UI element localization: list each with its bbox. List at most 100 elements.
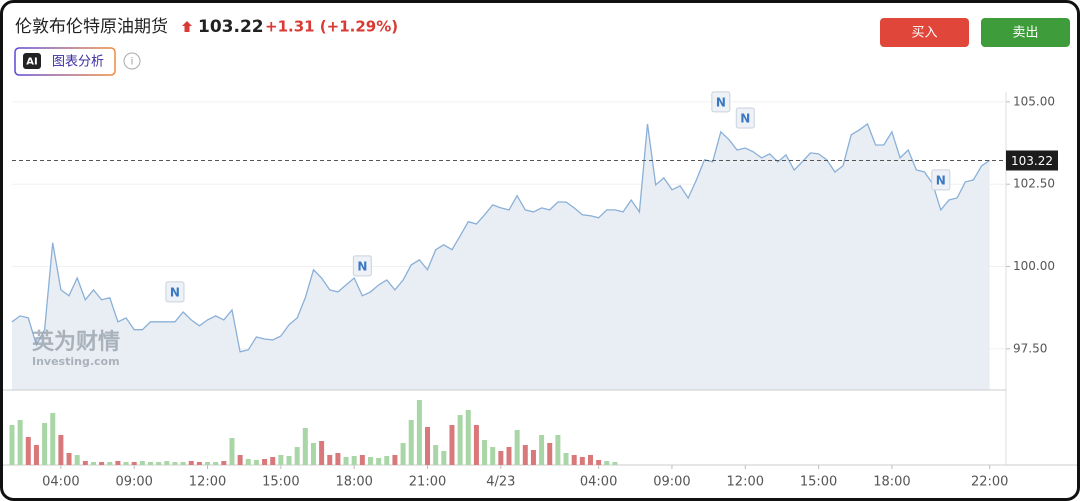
last-price-box <box>1006 150 1058 171</box>
volume-bar <box>457 415 463 465</box>
volume-bar <box>148 462 154 465</box>
volume-bar <box>416 400 422 465</box>
volume-bar <box>587 455 593 465</box>
volume-bar <box>351 456 357 465</box>
sell-button[interactable] <box>981 18 1070 47</box>
info-icon-glyph: i <box>131 57 134 68</box>
volume-bar <box>115 461 121 465</box>
x-tick-label: 4/23 <box>486 475 515 490</box>
x-tick-label: 18:00 <box>873 475 910 490</box>
volume-bar <box>270 457 276 465</box>
volume-bar <box>294 447 300 465</box>
volume-bar <box>473 425 479 465</box>
volume-bar <box>66 453 72 465</box>
area <box>12 123 990 391</box>
volume-bar <box>555 435 561 465</box>
ai-badge: AI <box>26 57 37 68</box>
volume-bar <box>164 461 170 465</box>
volume-bar <box>180 462 186 465</box>
news-label: N <box>740 111 750 125</box>
volume-bar <box>359 455 365 465</box>
volume-bar <box>188 461 194 465</box>
volume-bar <box>376 458 382 465</box>
volume-bar <box>253 460 259 465</box>
volume-bar <box>42 423 48 465</box>
volume-bar <box>302 428 308 465</box>
price-line <box>11 122 991 353</box>
news-label: N <box>170 285 180 299</box>
volume-bar <box>262 459 268 465</box>
news-label: N <box>716 95 726 109</box>
x-tick-label: 15:00 <box>800 475 837 490</box>
volume-bar <box>196 462 202 465</box>
watermark-cn: 英为财情 <box>32 329 120 355</box>
volume-bar <box>514 430 520 465</box>
news-label: N <box>936 173 946 187</box>
volume-bar <box>156 462 162 465</box>
volume-bar <box>90 462 96 465</box>
volume-bar <box>408 420 414 465</box>
volume-bar <box>392 455 398 465</box>
plot: 97.50 100.00 102.50 105.00 04:00 09:00 12:00 15… <box>3 91 1077 490</box>
volume-bar <box>539 435 545 465</box>
y-tick-label: 105.00 <box>1013 94 1055 108</box>
volume-bar <box>33 445 39 465</box>
change: +1.31 (+1.29%) <box>265 18 398 36</box>
volume-bar <box>604 461 610 465</box>
last-price-label: 103.22 <box>1011 154 1053 168</box>
x-tick-label: 12:00 <box>727 475 764 490</box>
volume-bar <box>400 443 406 465</box>
volume-bar <box>367 457 373 465</box>
x-tick-label: 12:00 <box>189 475 226 490</box>
x-tick-label: 09:00 <box>653 475 690 490</box>
volume-bar <box>449 425 455 465</box>
news-label: N <box>357 259 367 273</box>
volume-bar <box>343 457 349 465</box>
volume-bar <box>319 441 325 465</box>
buy-label: 买入 <box>911 26 937 41</box>
ai-badge-bg <box>23 53 41 69</box>
news-marker <box>711 91 731 113</box>
volume-bar <box>107 462 113 465</box>
volume-bar <box>25 437 31 465</box>
volume-bar <box>229 438 235 465</box>
volume-bar <box>433 445 439 465</box>
price: 103.22 <box>198 17 264 37</box>
volume-bar <box>384 456 390 465</box>
info-icon[interactable] <box>123 52 141 70</box>
x-tick-label: 04:00 <box>580 475 617 490</box>
volume-bar <box>123 462 129 465</box>
volume-bar <box>139 461 145 465</box>
x-tick-label: 21:00 <box>409 475 446 490</box>
title: 伦敦布伦特原油期货 <box>15 17 168 37</box>
news-marker <box>931 169 951 191</box>
volume-bar <box>99 462 105 465</box>
volume-bar <box>286 456 292 465</box>
x-tick-label: 09:00 <box>115 475 152 490</box>
buy-button[interactable] <box>880 18 969 47</box>
volume-bar <box>563 453 569 465</box>
volume-bar <box>327 455 333 465</box>
x-tick-label: 15:00 <box>262 475 299 490</box>
volume-bar <box>547 443 553 465</box>
news-marker <box>352 255 372 277</box>
volume-bar <box>506 447 512 465</box>
volume-bar <box>9 425 15 465</box>
volume-bar <box>82 461 88 465</box>
sell-label: 卖出 <box>1012 26 1038 41</box>
volume-bar <box>213 462 219 465</box>
volume-bar <box>245 459 251 465</box>
ai-button-label: 图表分析 <box>52 55 104 70</box>
news-marker <box>735 107 755 129</box>
volume-bar <box>498 451 504 465</box>
volume-bar <box>425 427 431 465</box>
volume-bar <box>441 451 447 465</box>
volume-bar <box>310 443 316 465</box>
volume-bar <box>490 447 496 465</box>
volume-bar <box>74 455 80 465</box>
volume-bar <box>530 450 536 465</box>
watermark-en: Investing.com <box>32 355 120 368</box>
up-arrow <box>182 21 192 32</box>
